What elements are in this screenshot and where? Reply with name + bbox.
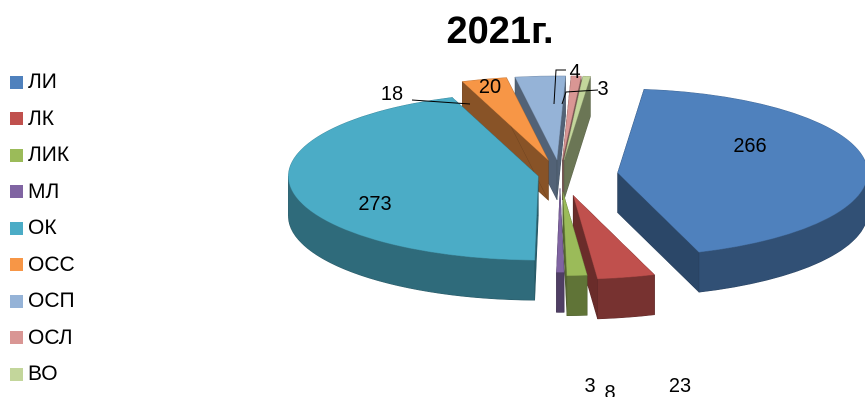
- pie-slice: [556, 188, 565, 313]
- legend-swatch: [10, 331, 23, 344]
- legend-item: ОСС: [10, 253, 75, 277]
- legend-label: ОСП: [28, 289, 75, 312]
- legend-swatch: [10, 75, 23, 89]
- legend-swatch: [10, 148, 23, 162]
- pie-slice-top: [563, 75, 591, 161]
- legend-item: ЛИ: [10, 70, 57, 94]
- legend-item: ЛК: [10, 107, 54, 131]
- pie-slice-top: [461, 77, 549, 161]
- pie-slice-top: [514, 75, 566, 161]
- pie-slice-side: [566, 275, 588, 317]
- legend-label: ОК: [28, 216, 57, 239]
- pie-slice-top: [617, 89, 865, 253]
- data-label: 20: [479, 76, 501, 98]
- pie-slice: [562, 191, 588, 317]
- legend-item: ЛИК: [10, 143, 69, 167]
- legend-label: ОСЛ: [28, 325, 73, 349]
- data-label: 3: [584, 375, 595, 397]
- legend-item: ОК: [10, 216, 57, 240]
- data-label: 23: [669, 375, 691, 397]
- legend-item: МЛ: [10, 180, 59, 204]
- pie-slice: [572, 194, 656, 320]
- pie-slice-side: [597, 274, 655, 320]
- data-label: 3: [597, 78, 608, 100]
- legend-swatch: [10, 112, 23, 125]
- leader-line: [411, 99, 471, 105]
- pie-slice: [288, 96, 539, 301]
- legend-swatch: [10, 367, 23, 381]
- data-label: 4: [569, 61, 580, 83]
- legend-swatch: [10, 294, 23, 308]
- data-label: 273: [358, 193, 391, 215]
- pie-slice: [563, 75, 591, 201]
- legend-label: ЛИ: [28, 70, 57, 93]
- pie-slice-side: [556, 272, 565, 313]
- legend-swatch: [10, 258, 23, 271]
- pie-slice-top: [288, 97, 539, 261]
- data-label: 266: [733, 135, 766, 157]
- data-label: 18: [381, 83, 403, 105]
- leader-line: [553, 69, 566, 105]
- pie-slice-top: [562, 75, 582, 160]
- legend-label: ВО: [28, 362, 58, 385]
- legend-swatch: [10, 185, 23, 198]
- data-label: 8: [604, 382, 615, 397]
- legend-label: ЛИК: [28, 143, 70, 166]
- legend-item: ВО: [10, 362, 58, 386]
- chart-title: 2021г.: [446, 10, 554, 52]
- legend-label: МЛ: [28, 179, 60, 203]
- leader-line: [561, 89, 599, 105]
- pie-slice: [617, 89, 865, 293]
- legend-item: ОСЛ: [10, 326, 73, 350]
- legend-swatch: [10, 221, 23, 235]
- pie-slice-top: [562, 191, 588, 277]
- legend-item: ОСП: [10, 289, 75, 313]
- legend-label: ЛК: [28, 106, 55, 130]
- pie-slice-top: [572, 194, 656, 280]
- pie-slice-top: [556, 188, 565, 273]
- legend-label: ОСС: [28, 252, 75, 276]
